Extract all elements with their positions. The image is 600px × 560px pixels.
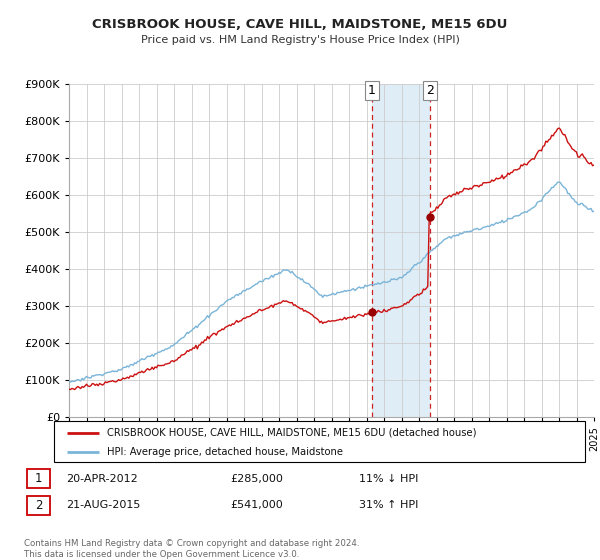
Text: 11% ↓ HPI: 11% ↓ HPI [359, 474, 418, 484]
Text: Contains HM Land Registry data © Crown copyright and database right 2024.
This d: Contains HM Land Registry data © Crown c… [24, 539, 359, 559]
Text: CRISBROOK HOUSE, CAVE HILL, MAIDSTONE, ME15 6DU (detached house): CRISBROOK HOUSE, CAVE HILL, MAIDSTONE, M… [107, 428, 476, 437]
Bar [27, 469, 50, 488]
Bar [371, 84, 430, 417]
Text: 20-APR-2012: 20-APR-2012 [66, 474, 137, 484]
Text: 2: 2 [426, 84, 434, 97]
Bar [27, 496, 50, 515]
Text: HPI: Average price, detached house, Maidstone: HPI: Average price, detached house, Maid… [107, 447, 343, 457]
Text: 21-AUG-2015: 21-AUG-2015 [66, 500, 140, 510]
Text: 2: 2 [35, 499, 42, 512]
Text: £285,000: £285,000 [230, 474, 283, 484]
Text: 1: 1 [35, 472, 42, 485]
Text: Price paid vs. HM Land Registry's House Price Index (HPI): Price paid vs. HM Land Registry's House … [140, 35, 460, 45]
Text: 1: 1 [368, 84, 376, 97]
Text: CRISBROOK HOUSE, CAVE HILL, MAIDSTONE, ME15 6DU: CRISBROOK HOUSE, CAVE HILL, MAIDSTONE, M… [92, 18, 508, 31]
Text: £541,000: £541,000 [230, 500, 283, 510]
Text: 31% ↑ HPI: 31% ↑ HPI [359, 500, 418, 510]
